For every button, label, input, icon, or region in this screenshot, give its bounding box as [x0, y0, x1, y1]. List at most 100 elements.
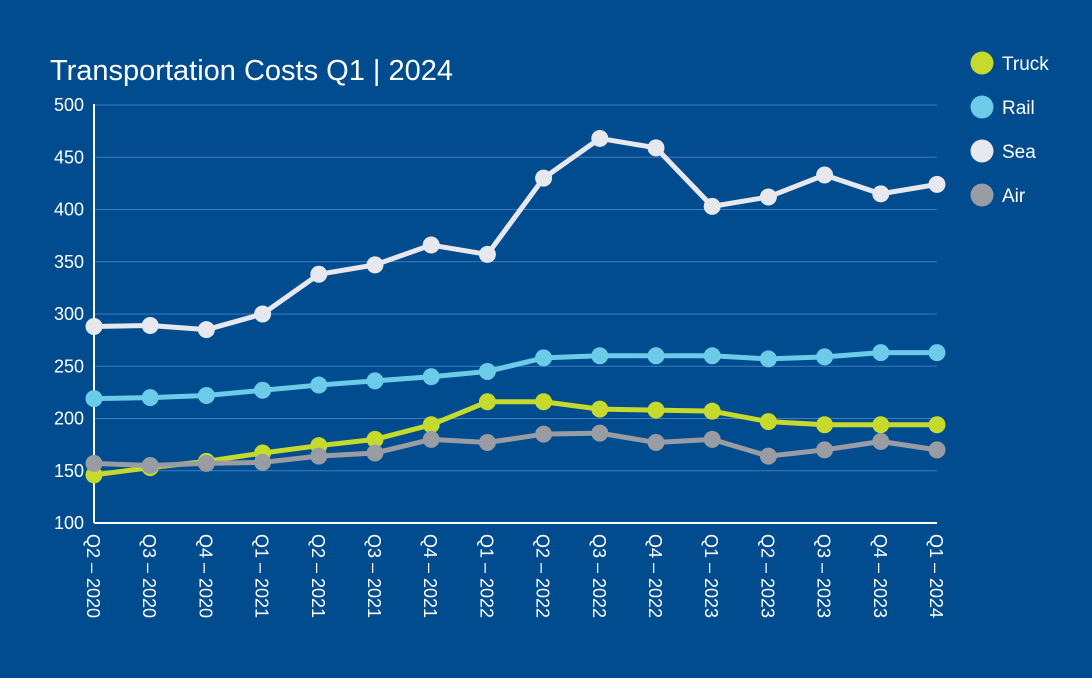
legend-swatch-sea	[970, 139, 994, 163]
data-point-truck[interactable]	[422, 416, 440, 434]
data-point-air[interactable]	[928, 441, 946, 459]
data-point-truck[interactable]	[703, 402, 721, 420]
data-point-rail[interactable]	[85, 390, 103, 408]
data-point-sea[interactable]	[816, 166, 834, 184]
data-point-sea[interactable]	[422, 236, 440, 254]
series-group	[85, 129, 946, 484]
x-tick-label: Q2 – 2023	[757, 534, 777, 618]
data-point-air[interactable]	[872, 432, 890, 450]
legend-item-truck[interactable]: Truck	[970, 51, 1050, 76]
y-tick-label: 250	[54, 356, 84, 376]
x-tick-label: Q3 – 2020	[139, 534, 159, 618]
legend-label-air: Air	[1002, 186, 1026, 207]
x-tick-label: Q4 – 2021	[420, 534, 440, 618]
x-tick-label: Q2 – 2022	[533, 534, 553, 618]
data-point-truck[interactable]	[591, 400, 609, 418]
x-tick-label: Q4 – 2020	[195, 534, 215, 618]
data-point-air[interactable]	[535, 425, 553, 443]
y-tick-label: 200	[54, 409, 84, 429]
data-point-rail[interactable]	[422, 368, 440, 386]
data-point-sea[interactable]	[535, 169, 553, 187]
legend-item-rail[interactable]: Rail	[970, 95, 1035, 120]
y-axis-ticks: 100 150 200 250 300 350 400 450 500	[54, 95, 84, 533]
y-tick-label: 500	[54, 95, 84, 115]
y-tick-label: 400	[54, 200, 84, 220]
data-point-sea[interactable]	[647, 139, 665, 157]
legend-label-rail: Rail	[1002, 98, 1035, 119]
x-axis-ticks: Q2 – 2020 Q3 – 2020 Q4 – 2020 Q1 – 2021 Q2 –…	[83, 534, 946, 618]
data-point-rail[interactable]	[759, 350, 777, 368]
data-point-air[interactable]	[647, 434, 665, 452]
data-point-sea[interactable]	[928, 175, 946, 193]
data-point-air[interactable]	[703, 430, 721, 448]
data-point-rail[interactable]	[647, 347, 665, 365]
data-point-air[interactable]	[366, 444, 384, 462]
data-point-air[interactable]	[759, 447, 777, 465]
data-point-sea[interactable]	[478, 245, 496, 263]
data-point-sea[interactable]	[254, 305, 272, 323]
x-tick-label: Q4 – 2023	[870, 534, 890, 618]
legend: Truck Rail Sea Air	[970, 51, 1050, 208]
data-point-sea[interactable]	[310, 265, 328, 283]
series-rail	[85, 344, 946, 408]
data-point-rail[interactable]	[366, 372, 384, 390]
grid-lines	[94, 104, 937, 472]
y-tick-label: 100	[54, 513, 84, 533]
legend-label-sea: Sea	[1002, 142, 1036, 163]
y-tick-label: 350	[54, 252, 84, 272]
series-sea	[85, 129, 946, 339]
data-point-truck[interactable]	[759, 413, 777, 431]
data-point-air[interactable]	[310, 447, 328, 465]
data-point-sea[interactable]	[872, 185, 890, 203]
x-tick-label: Q1 – 2023	[701, 534, 721, 618]
data-point-rail[interactable]	[928, 344, 946, 362]
x-tick-label: Q1 – 2024	[926, 534, 946, 618]
data-point-truck[interactable]	[366, 430, 384, 448]
data-point-rail[interactable]	[478, 362, 496, 380]
data-point-truck[interactable]	[535, 393, 553, 411]
data-point-air[interactable]	[816, 441, 834, 459]
data-point-rail[interactable]	[141, 389, 159, 407]
data-point-truck[interactable]	[478, 393, 496, 411]
x-tick-label: Q4 – 2022	[645, 534, 665, 618]
data-point-sea[interactable]	[591, 129, 609, 147]
data-point-rail[interactable]	[872, 344, 890, 362]
data-point-sea[interactable]	[703, 197, 721, 215]
data-point-rail[interactable]	[703, 347, 721, 365]
data-point-sea[interactable]	[759, 188, 777, 206]
data-point-rail[interactable]	[591, 347, 609, 365]
x-tick-label: Q1 – 2022	[476, 534, 496, 618]
legend-item-sea[interactable]: Sea	[970, 139, 1037, 164]
legend-swatch-air	[970, 183, 994, 207]
data-point-sea[interactable]	[141, 316, 159, 334]
data-point-truck[interactable]	[872, 416, 890, 434]
legend-item-air[interactable]: Air	[970, 183, 1026, 208]
data-point-air[interactable]	[254, 453, 272, 471]
data-point-rail[interactable]	[535, 349, 553, 367]
series-air	[85, 424, 946, 475]
data-point-sea[interactable]	[197, 321, 215, 339]
data-point-rail[interactable]	[310, 376, 328, 394]
data-point-air[interactable]	[591, 424, 609, 442]
series-line-sea	[91, 135, 940, 333]
data-point-sea[interactable]	[85, 318, 103, 336]
legend-swatch-truck	[970, 51, 994, 75]
data-point-air[interactable]	[422, 430, 440, 448]
data-point-air[interactable]	[478, 434, 496, 452]
data-point-air[interactable]	[85, 454, 103, 472]
data-point-air[interactable]	[141, 457, 159, 475]
data-point-sea[interactable]	[366, 256, 384, 274]
data-point-truck[interactable]	[816, 416, 834, 434]
x-tick-label: Q1 – 2021	[252, 534, 272, 618]
x-tick-label: Q3 – 2023	[814, 534, 834, 618]
data-point-rail[interactable]	[197, 387, 215, 405]
data-point-truck[interactable]	[647, 401, 665, 419]
data-point-rail[interactable]	[254, 381, 272, 399]
data-point-rail[interactable]	[816, 348, 834, 366]
data-point-air[interactable]	[197, 454, 215, 472]
data-point-truck[interactable]	[928, 416, 946, 434]
series-line-rail	[91, 350, 940, 402]
series-line-air	[91, 430, 940, 469]
